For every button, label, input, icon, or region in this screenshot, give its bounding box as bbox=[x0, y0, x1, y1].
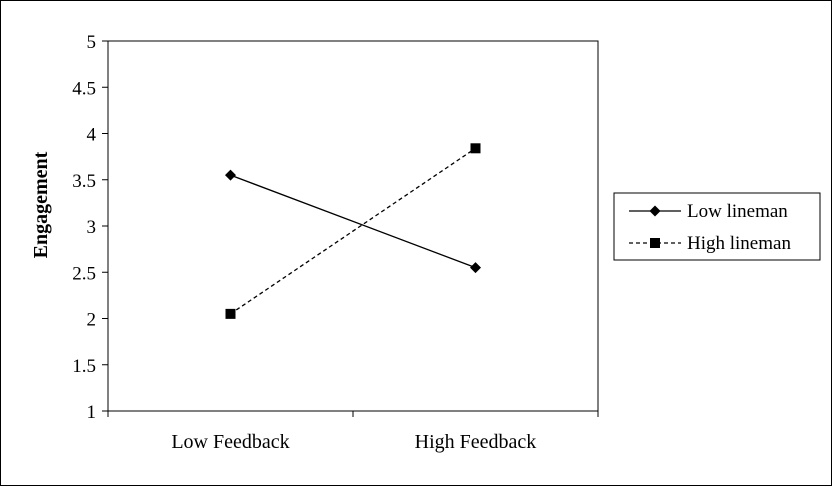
data-point-high-lineman bbox=[225, 308, 236, 319]
legend-marker-high-lineman bbox=[650, 238, 660, 248]
y-tick-label: 4.5 bbox=[72, 78, 96, 99]
y-tick-label: 1.5 bbox=[72, 356, 96, 377]
y-axis-label: Engagement bbox=[30, 151, 52, 258]
x-category-label: High Feedback bbox=[415, 431, 537, 453]
legend-label-high-lineman: High lineman bbox=[687, 233, 791, 254]
data-point-low-lineman bbox=[470, 262, 481, 274]
y-tick-label: 5 bbox=[87, 32, 97, 53]
y-tick-label: 1 bbox=[87, 402, 97, 423]
legend-label-low-lineman: Low lineman bbox=[687, 201, 788, 222]
y-tick-label: 2.5 bbox=[72, 263, 96, 284]
series-group bbox=[225, 143, 481, 319]
y-tick-label: 3 bbox=[87, 217, 97, 238]
x-axis-ticks: Low Feedback High Feedback bbox=[107, 411, 599, 453]
legend-marker-low-lineman bbox=[649, 205, 661, 217]
x-category-label: Low Feedback bbox=[171, 431, 289, 453]
y-tick-label: 2 bbox=[87, 310, 97, 331]
y-tick-label: 4 bbox=[87, 125, 97, 146]
data-point-high-lineman bbox=[470, 143, 481, 154]
data-point-low-lineman bbox=[225, 169, 236, 181]
y-tick-label: 3.5 bbox=[72, 171, 96, 192]
legend: Low lineman High lineman bbox=[613, 192, 821, 261]
series-line-low-lineman bbox=[230, 174, 476, 269]
legend-box bbox=[613, 192, 821, 261]
series-line-high-lineman bbox=[230, 147, 476, 315]
y-axis-ticks: 1 1.5 2 2.5 3 3.5 4 4.5 5 bbox=[72, 32, 108, 423]
plot-area bbox=[107, 40, 599, 412]
